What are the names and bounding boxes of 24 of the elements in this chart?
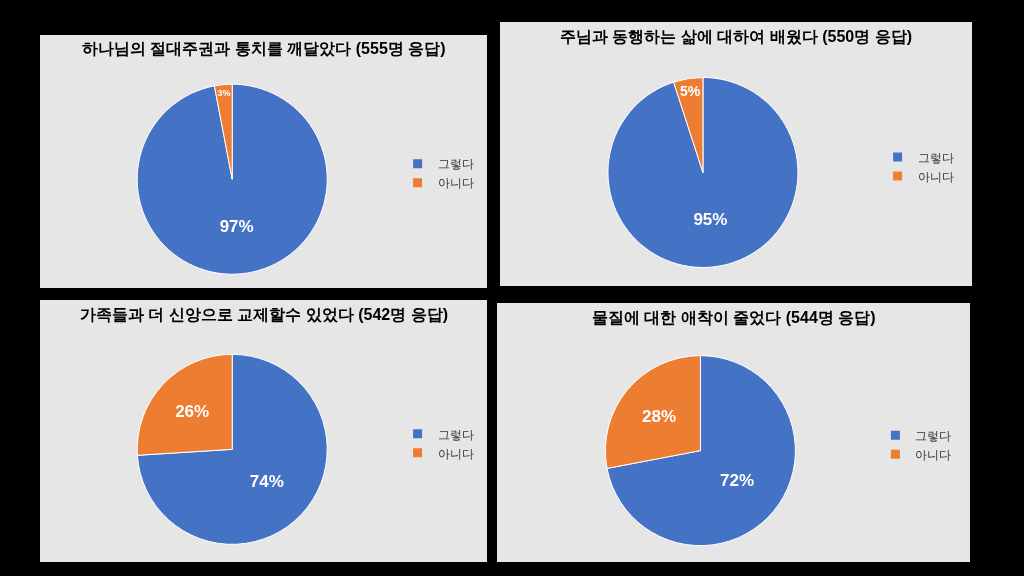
pie-slice bbox=[607, 76, 799, 268]
legend-label: 그렇다 bbox=[915, 428, 952, 443]
legend-label: 그렇다 bbox=[437, 157, 474, 172]
legend-label: 아니다 bbox=[437, 446, 474, 461]
data-label: 95% bbox=[693, 209, 728, 229]
pie-slice bbox=[136, 353, 328, 545]
chart-title: 물질에 대한 애착이 줄었다 (544명 응답) bbox=[592, 309, 876, 326]
data-label: 97% bbox=[219, 217, 254, 236]
chart-title: 주님과 동행하는 삶에 대하여 배웠다 (550명 응답) bbox=[560, 28, 913, 45]
data-label: 3% bbox=[217, 87, 231, 98]
data-label: 74% bbox=[249, 472, 284, 492]
data-label: 26% bbox=[175, 402, 210, 422]
data-label: 5% bbox=[679, 82, 701, 99]
legend-label: 그렇다 bbox=[917, 150, 954, 165]
legend-label: 아니다 bbox=[915, 447, 952, 462]
pie-slice bbox=[136, 83, 328, 275]
legend-label: 그렇다 bbox=[437, 427, 474, 442]
chart-title: 하나님의 절대주권과 통치를 깨달았다 (555명 응답) bbox=[82, 40, 446, 57]
legend-label: 아니다 bbox=[917, 169, 954, 184]
chart-title: 가족들과 더 신앙으로 교제할수 있었다 (542명 응답) bbox=[80, 306, 449, 323]
data-label: 28% bbox=[642, 406, 677, 426]
data-label: 72% bbox=[719, 471, 755, 491]
legend-label: 아니다 bbox=[437, 176, 474, 191]
pie-slice bbox=[606, 355, 796, 547]
